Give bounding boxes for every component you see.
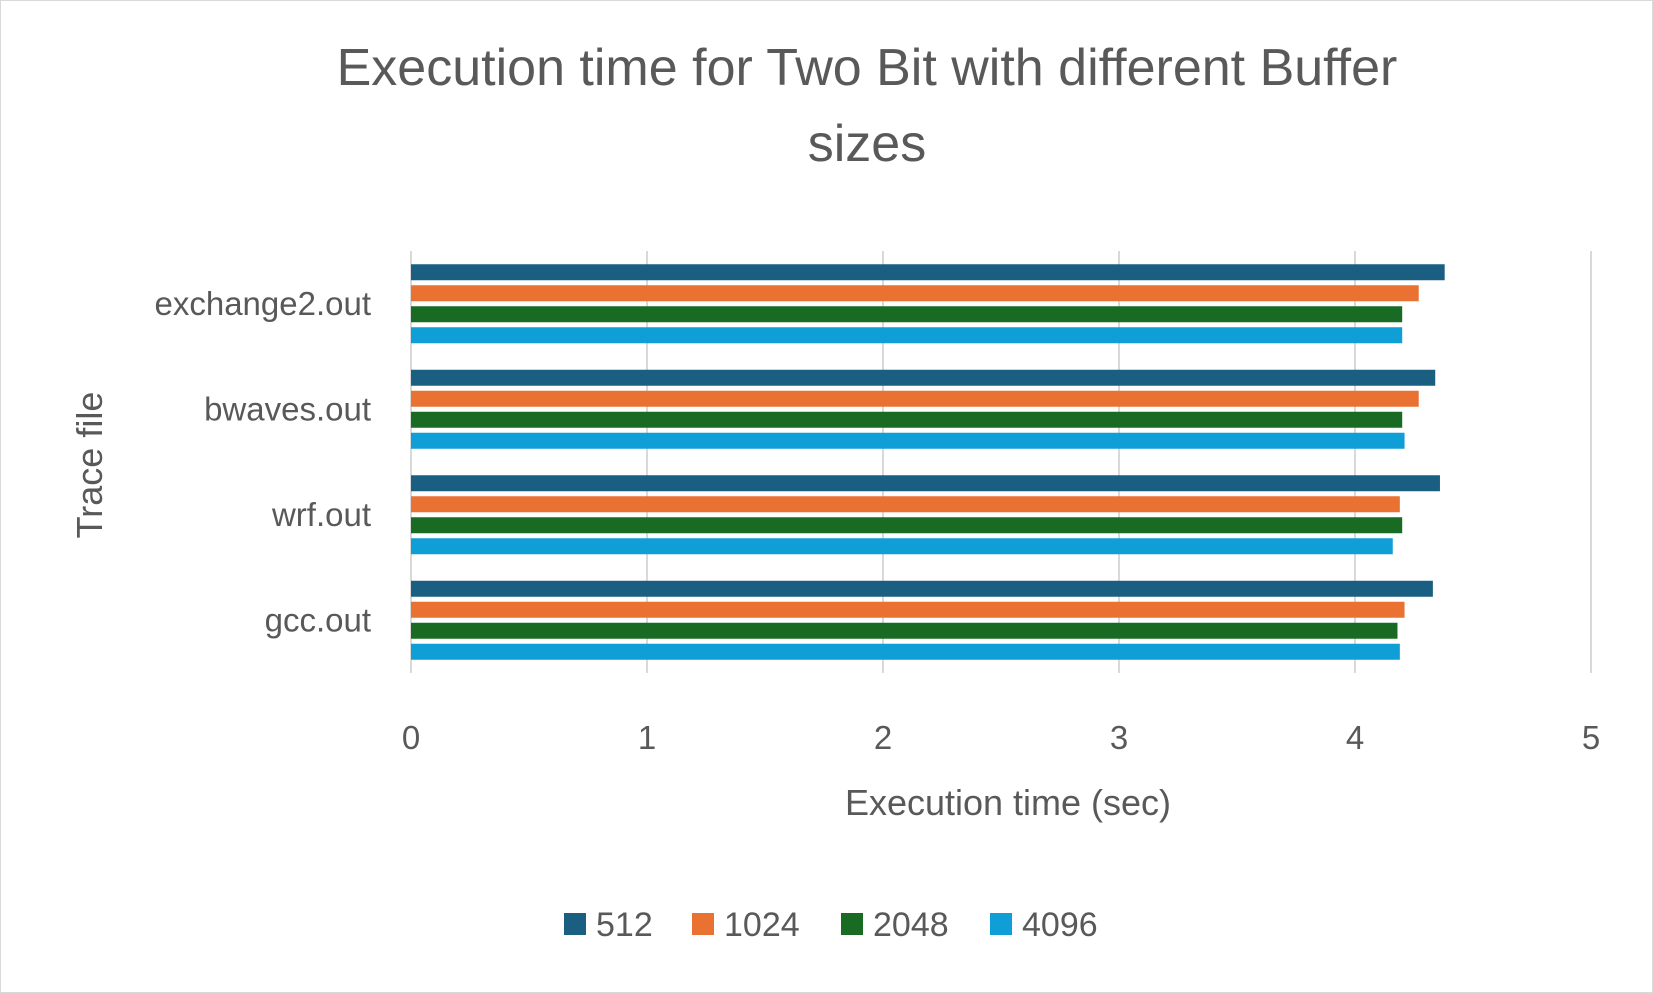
bar [411, 390, 1419, 407]
bar [411, 517, 1403, 534]
legend: 512 1024 2048 4096 [564, 906, 1098, 944]
x-tick-label: 1 [638, 719, 656, 756]
y-tick-label: bwaves.out [204, 390, 371, 427]
bars [411, 264, 1445, 660]
chart-title-line-1: Execution time for Two Bit with differen… [337, 39, 1398, 97]
y-tick-label: exchange2.out [154, 285, 371, 322]
x-tick-label: 4 [1346, 719, 1364, 756]
chart-title-line-2: sizes [808, 115, 926, 173]
bar [411, 369, 1436, 386]
legend-swatch [990, 913, 1012, 935]
x-tick-labels: 0 1 2 3 4 5 [402, 719, 1600, 756]
legend-label: 2048 [873, 906, 949, 944]
x-tick-label: 2 [874, 719, 892, 756]
bar [411, 475, 1440, 492]
bar [411, 432, 1405, 449]
bar [411, 306, 1403, 323]
bar [411, 622, 1398, 639]
bar [411, 285, 1419, 302]
bar [411, 643, 1400, 660]
bar [411, 496, 1400, 513]
legend-label: 512 [596, 906, 653, 944]
y-axis-title: Trace file [69, 392, 110, 539]
y-tick-label: gcc.out [265, 601, 371, 638]
x-tick-label: 5 [1582, 719, 1600, 756]
legend-swatch [841, 913, 863, 935]
legend-label: 1024 [724, 906, 800, 944]
legend-label: 4096 [1022, 906, 1098, 944]
bar [411, 411, 1403, 428]
bar [411, 580, 1433, 597]
legend-swatch [692, 913, 714, 935]
legend-swatch [564, 913, 586, 935]
x-tick-label: 0 [402, 719, 420, 756]
x-tick-label: 3 [1110, 719, 1128, 756]
x-axis-title: Execution time (sec) [845, 782, 1171, 823]
bar [411, 538, 1393, 555]
y-tick-label: wrf.out [271, 496, 371, 533]
bar [411, 264, 1445, 281]
bar [411, 601, 1405, 618]
bar [411, 327, 1403, 344]
y-tick-labels: exchange2.out bwaves.out wrf.out gcc.out [154, 285, 371, 639]
